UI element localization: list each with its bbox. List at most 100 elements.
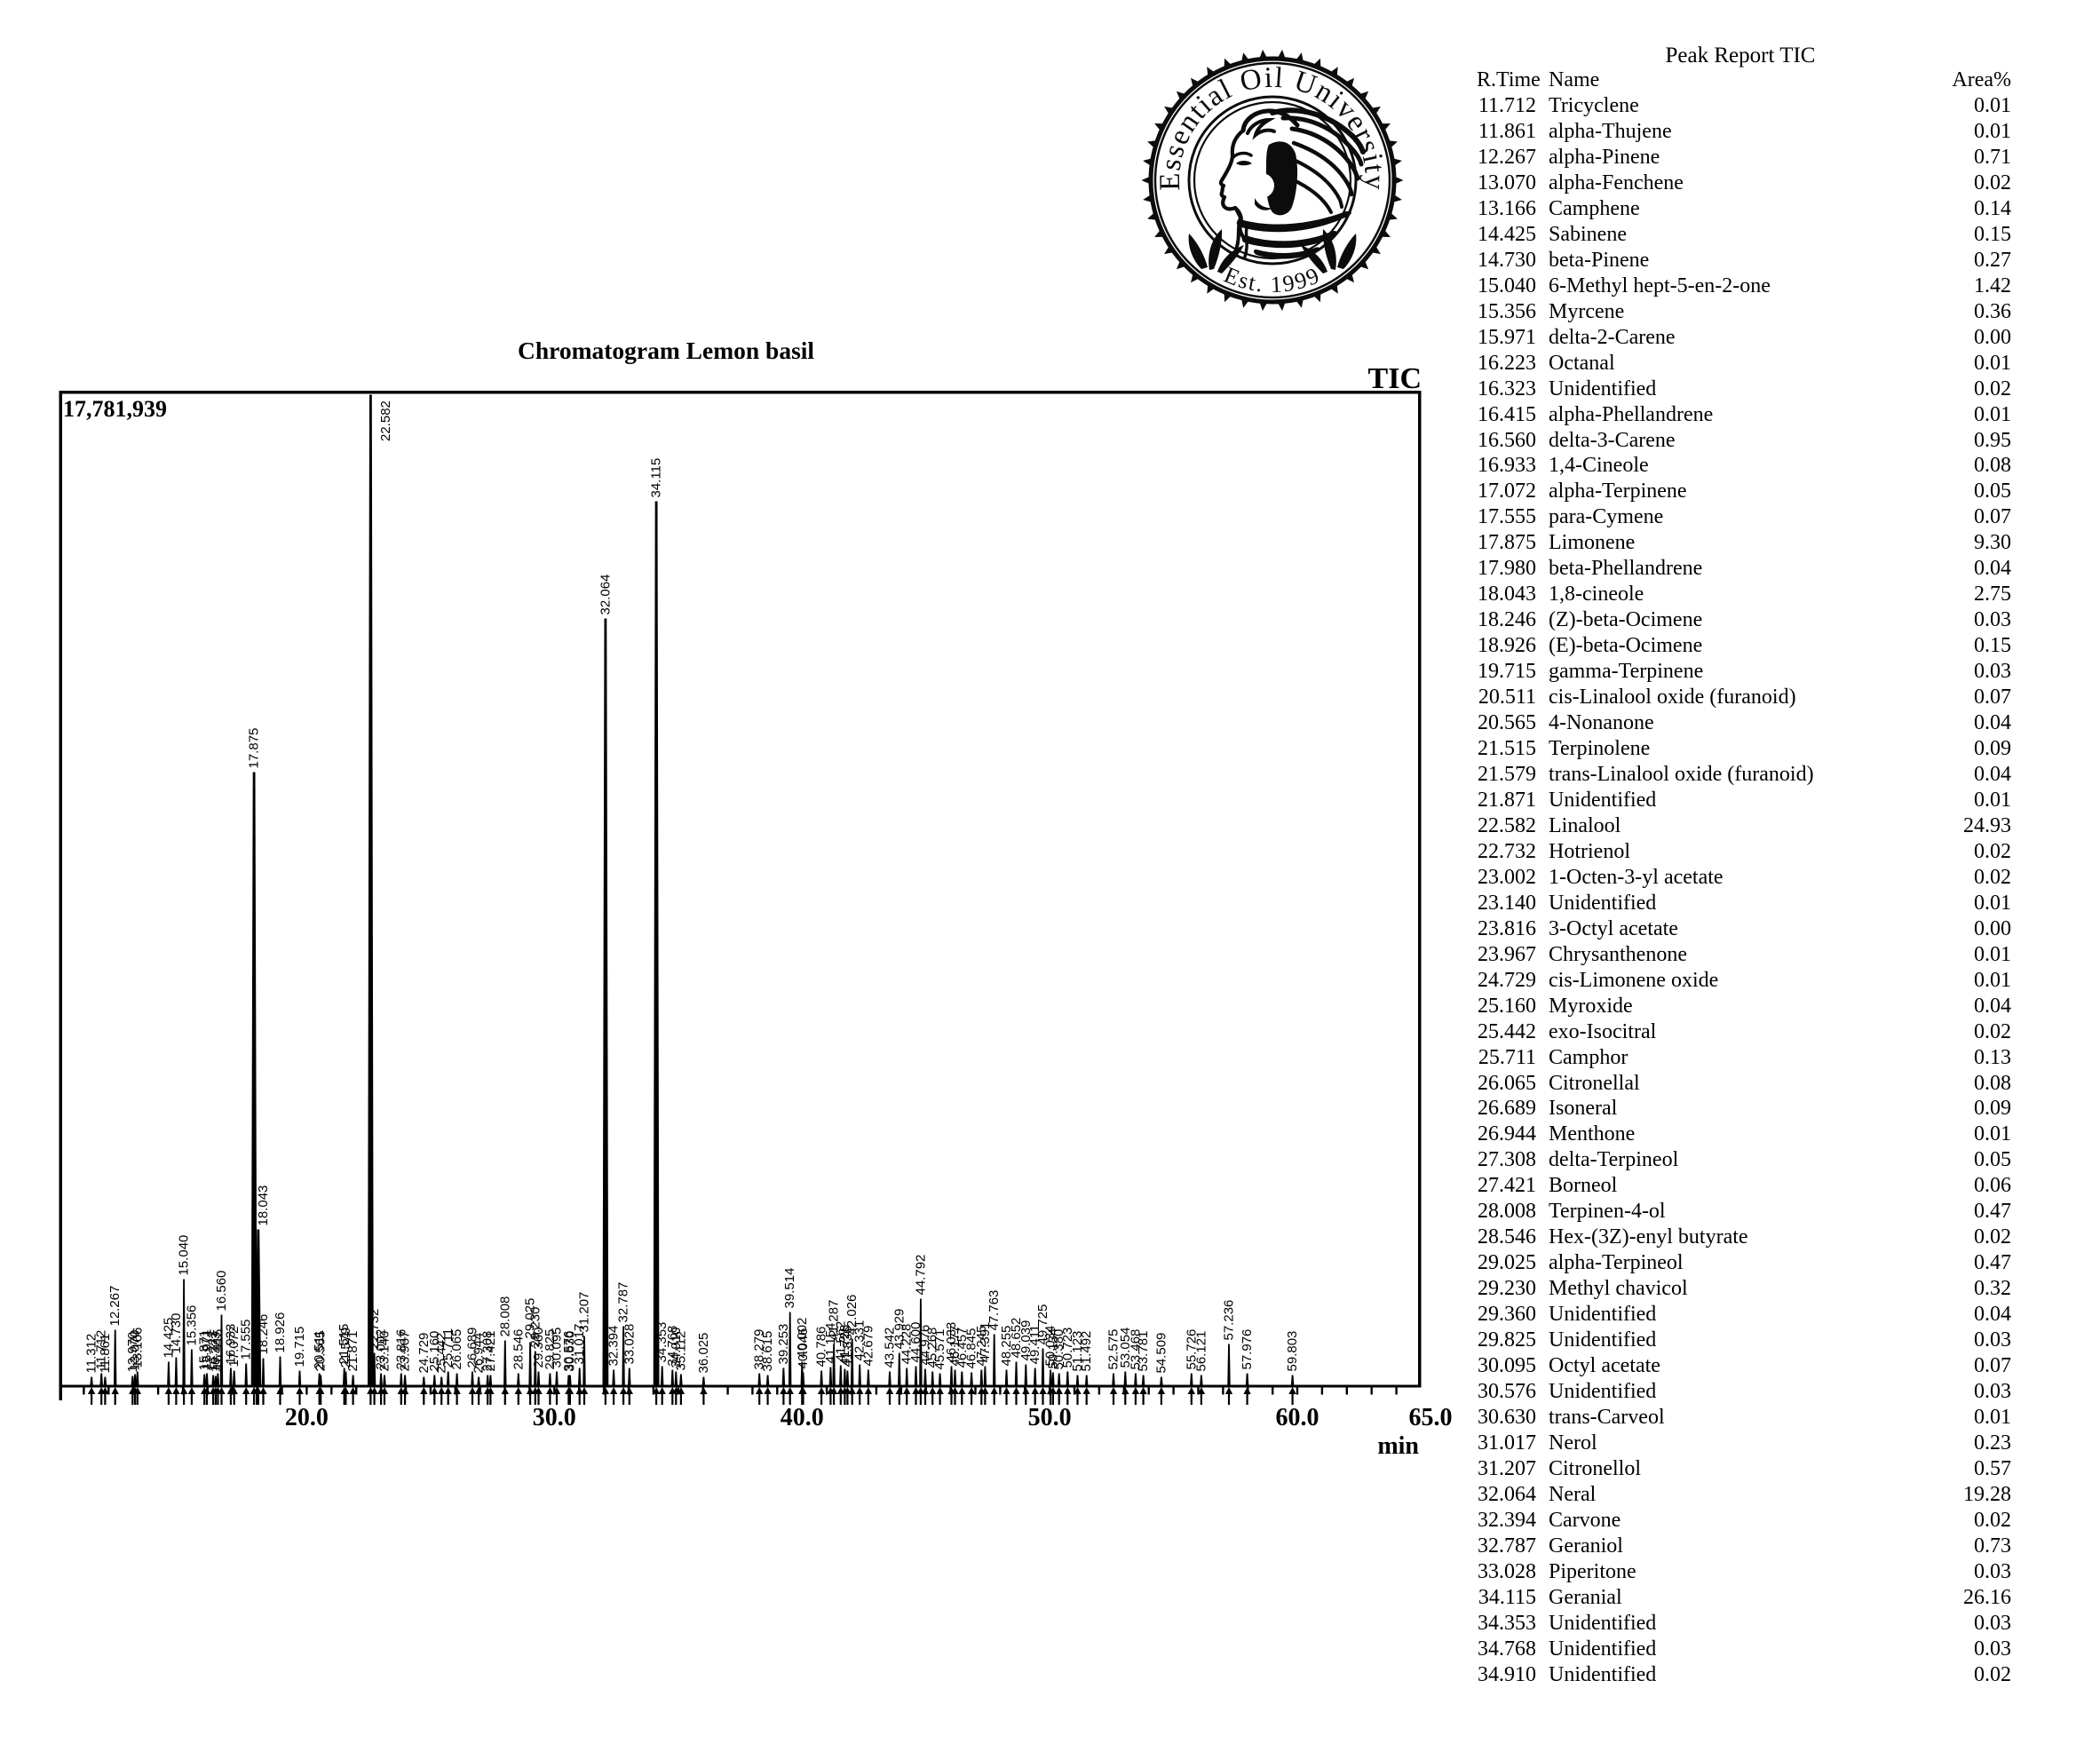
svg-text:18.246: 18.246 xyxy=(256,1314,271,1355)
svg-text:23.002: 23.002 xyxy=(374,1329,389,1370)
svg-text:40.786: 40.786 xyxy=(814,1327,829,1368)
svg-text:13.070: 13.070 xyxy=(128,1330,143,1371)
svg-text:50.134: 50.134 xyxy=(1045,1328,1060,1369)
svg-text:48.255: 48.255 xyxy=(999,1326,1014,1367)
svg-text:43.929: 43.929 xyxy=(892,1309,907,1350)
svg-text:24.729: 24.729 xyxy=(416,1333,432,1374)
svg-text:11.312: 11.312 xyxy=(84,1334,99,1374)
svg-text:16.560: 16.560 xyxy=(214,1271,229,1312)
svg-text:51.492: 51.492 xyxy=(1079,1331,1094,1372)
svg-text:33.028: 33.028 xyxy=(622,1324,637,1365)
svg-text:40.002: 40.002 xyxy=(795,1318,810,1359)
svg-text:46.845: 46.845 xyxy=(964,1328,979,1369)
svg-text:49.411: 49.411 xyxy=(1027,1325,1042,1365)
svg-text:36.025: 36.025 xyxy=(696,1333,711,1374)
svg-text:16.933: 16.933 xyxy=(223,1324,238,1365)
svg-text:55.726: 55.726 xyxy=(1184,1329,1199,1370)
svg-text:32.787: 32.787 xyxy=(616,1282,631,1323)
svg-text:12.267: 12.267 xyxy=(107,1286,123,1327)
svg-text:23.140: 23.140 xyxy=(377,1331,392,1372)
svg-text:14.730: 14.730 xyxy=(169,1313,184,1354)
svg-text:21.515: 21.515 xyxy=(337,1324,352,1365)
svg-text:53.468: 53.468 xyxy=(1128,1329,1143,1370)
svg-text:44.976: 44.976 xyxy=(918,1325,933,1366)
svg-text:22.582: 22.582 xyxy=(378,400,393,441)
svg-text:47.763: 47.763 xyxy=(987,1290,1002,1331)
svg-text:26.689: 26.689 xyxy=(465,1328,480,1368)
svg-text:TIC: TIC xyxy=(1368,362,1422,395)
svg-text:25.160: 25.160 xyxy=(427,1331,442,1372)
svg-text:21.579: 21.579 xyxy=(338,1328,353,1368)
svg-text:28.008: 28.008 xyxy=(497,1296,512,1337)
svg-text:49.725: 49.725 xyxy=(1035,1304,1050,1345)
svg-text:29.230: 29.230 xyxy=(527,1307,543,1348)
svg-text:46.033: 46.033 xyxy=(944,1322,959,1363)
svg-text:20.0: 20.0 xyxy=(285,1404,329,1431)
svg-text:15.356: 15.356 xyxy=(184,1305,199,1346)
svg-text:38.279: 38.279 xyxy=(752,1329,767,1370)
svg-text:46.177: 46.177 xyxy=(947,1326,963,1367)
svg-text:43.542: 43.542 xyxy=(883,1328,898,1368)
svg-text:11.861: 11.861 xyxy=(98,1334,113,1374)
svg-text:47.245: 47.245 xyxy=(974,1326,989,1367)
svg-text:17.875: 17.875 xyxy=(247,728,262,769)
svg-text:50.380: 50.380 xyxy=(1051,1329,1066,1370)
svg-text:40.046: 40.046 xyxy=(796,1328,811,1369)
svg-text:48.652: 48.652 xyxy=(1009,1318,1024,1359)
svg-text:41.728: 41.728 xyxy=(837,1325,852,1366)
svg-text:41.287: 41.287 xyxy=(827,1300,842,1341)
svg-text:30.0: 30.0 xyxy=(533,1404,576,1431)
svg-text:25.442: 25.442 xyxy=(434,1333,449,1374)
svg-text:57.976: 57.976 xyxy=(1240,1329,1255,1370)
svg-text:19.715: 19.715 xyxy=(292,1327,307,1368)
svg-text:42.679: 42.679 xyxy=(860,1326,876,1367)
svg-text:44.228: 44.228 xyxy=(899,1324,915,1365)
svg-text:20.565: 20.565 xyxy=(313,1331,329,1372)
svg-text:45.571: 45.571 xyxy=(932,1329,947,1370)
svg-text:32.394: 32.394 xyxy=(606,1326,622,1367)
svg-text:52.575: 52.575 xyxy=(1106,1329,1121,1370)
svg-text:56.121: 56.121 xyxy=(1193,1331,1208,1372)
svg-text:min: min xyxy=(1377,1432,1419,1460)
svg-text:28.546: 28.546 xyxy=(511,1329,526,1370)
svg-text:14.425: 14.425 xyxy=(161,1318,176,1359)
svg-text:17.555: 17.555 xyxy=(239,1320,254,1360)
svg-text:16.223: 16.223 xyxy=(206,1331,221,1372)
svg-text:15.871: 15.871 xyxy=(197,1330,212,1371)
svg-text:46.457: 46.457 xyxy=(955,1328,970,1368)
svg-text:12.970: 12.970 xyxy=(125,1332,140,1373)
svg-text:41.562: 41.562 xyxy=(833,1321,848,1362)
svg-text:23.967: 23.967 xyxy=(398,1331,413,1372)
svg-text:20.511: 20.511 xyxy=(312,1330,327,1370)
svg-text:27.308: 27.308 xyxy=(480,1331,495,1372)
svg-text:50.034: 50.034 xyxy=(1043,1326,1058,1367)
svg-text:30.630: 30.630 xyxy=(562,1331,577,1372)
svg-text:17.072: 17.072 xyxy=(226,1327,242,1368)
svg-text:35.112: 35.112 xyxy=(673,1331,688,1371)
svg-text:32.064: 32.064 xyxy=(598,575,613,615)
svg-text:34.353: 34.353 xyxy=(654,1322,670,1363)
svg-text:29.025: 29.025 xyxy=(523,1298,538,1339)
svg-text:59.803: 59.803 xyxy=(1285,1331,1300,1372)
svg-text:29.360: 29.360 xyxy=(531,1328,546,1368)
svg-text:39.514: 39.514 xyxy=(782,1268,797,1309)
svg-text:21.871: 21.871 xyxy=(345,1331,361,1372)
svg-text:34.910: 34.910 xyxy=(669,1328,684,1368)
svg-text:38.615: 38.615 xyxy=(760,1331,775,1372)
svg-text:42.331: 42.331 xyxy=(852,1320,868,1361)
svg-text:Chromatogram Lemon basil: Chromatogram Lemon basil xyxy=(518,337,814,364)
svg-text:39.253: 39.253 xyxy=(776,1324,791,1365)
svg-text:26.065: 26.065 xyxy=(449,1329,464,1370)
svg-text:40.0: 40.0 xyxy=(781,1404,824,1431)
svg-text:31.207: 31.207 xyxy=(577,1292,592,1333)
svg-text:18.043: 18.043 xyxy=(256,1185,271,1226)
svg-text:57.236: 57.236 xyxy=(1222,1300,1237,1341)
svg-text:44.792: 44.792 xyxy=(913,1255,928,1296)
svg-text:65.0: 65.0 xyxy=(1409,1404,1453,1431)
svg-text:27.421: 27.421 xyxy=(483,1331,498,1372)
svg-text:29.825: 29.825 xyxy=(543,1329,558,1370)
svg-text:26.944: 26.944 xyxy=(472,1333,487,1374)
svg-text:30.095: 30.095 xyxy=(550,1328,565,1368)
svg-text:50.723: 50.723 xyxy=(1060,1328,1075,1368)
svg-text:17,781,939: 17,781,939 xyxy=(63,396,167,422)
